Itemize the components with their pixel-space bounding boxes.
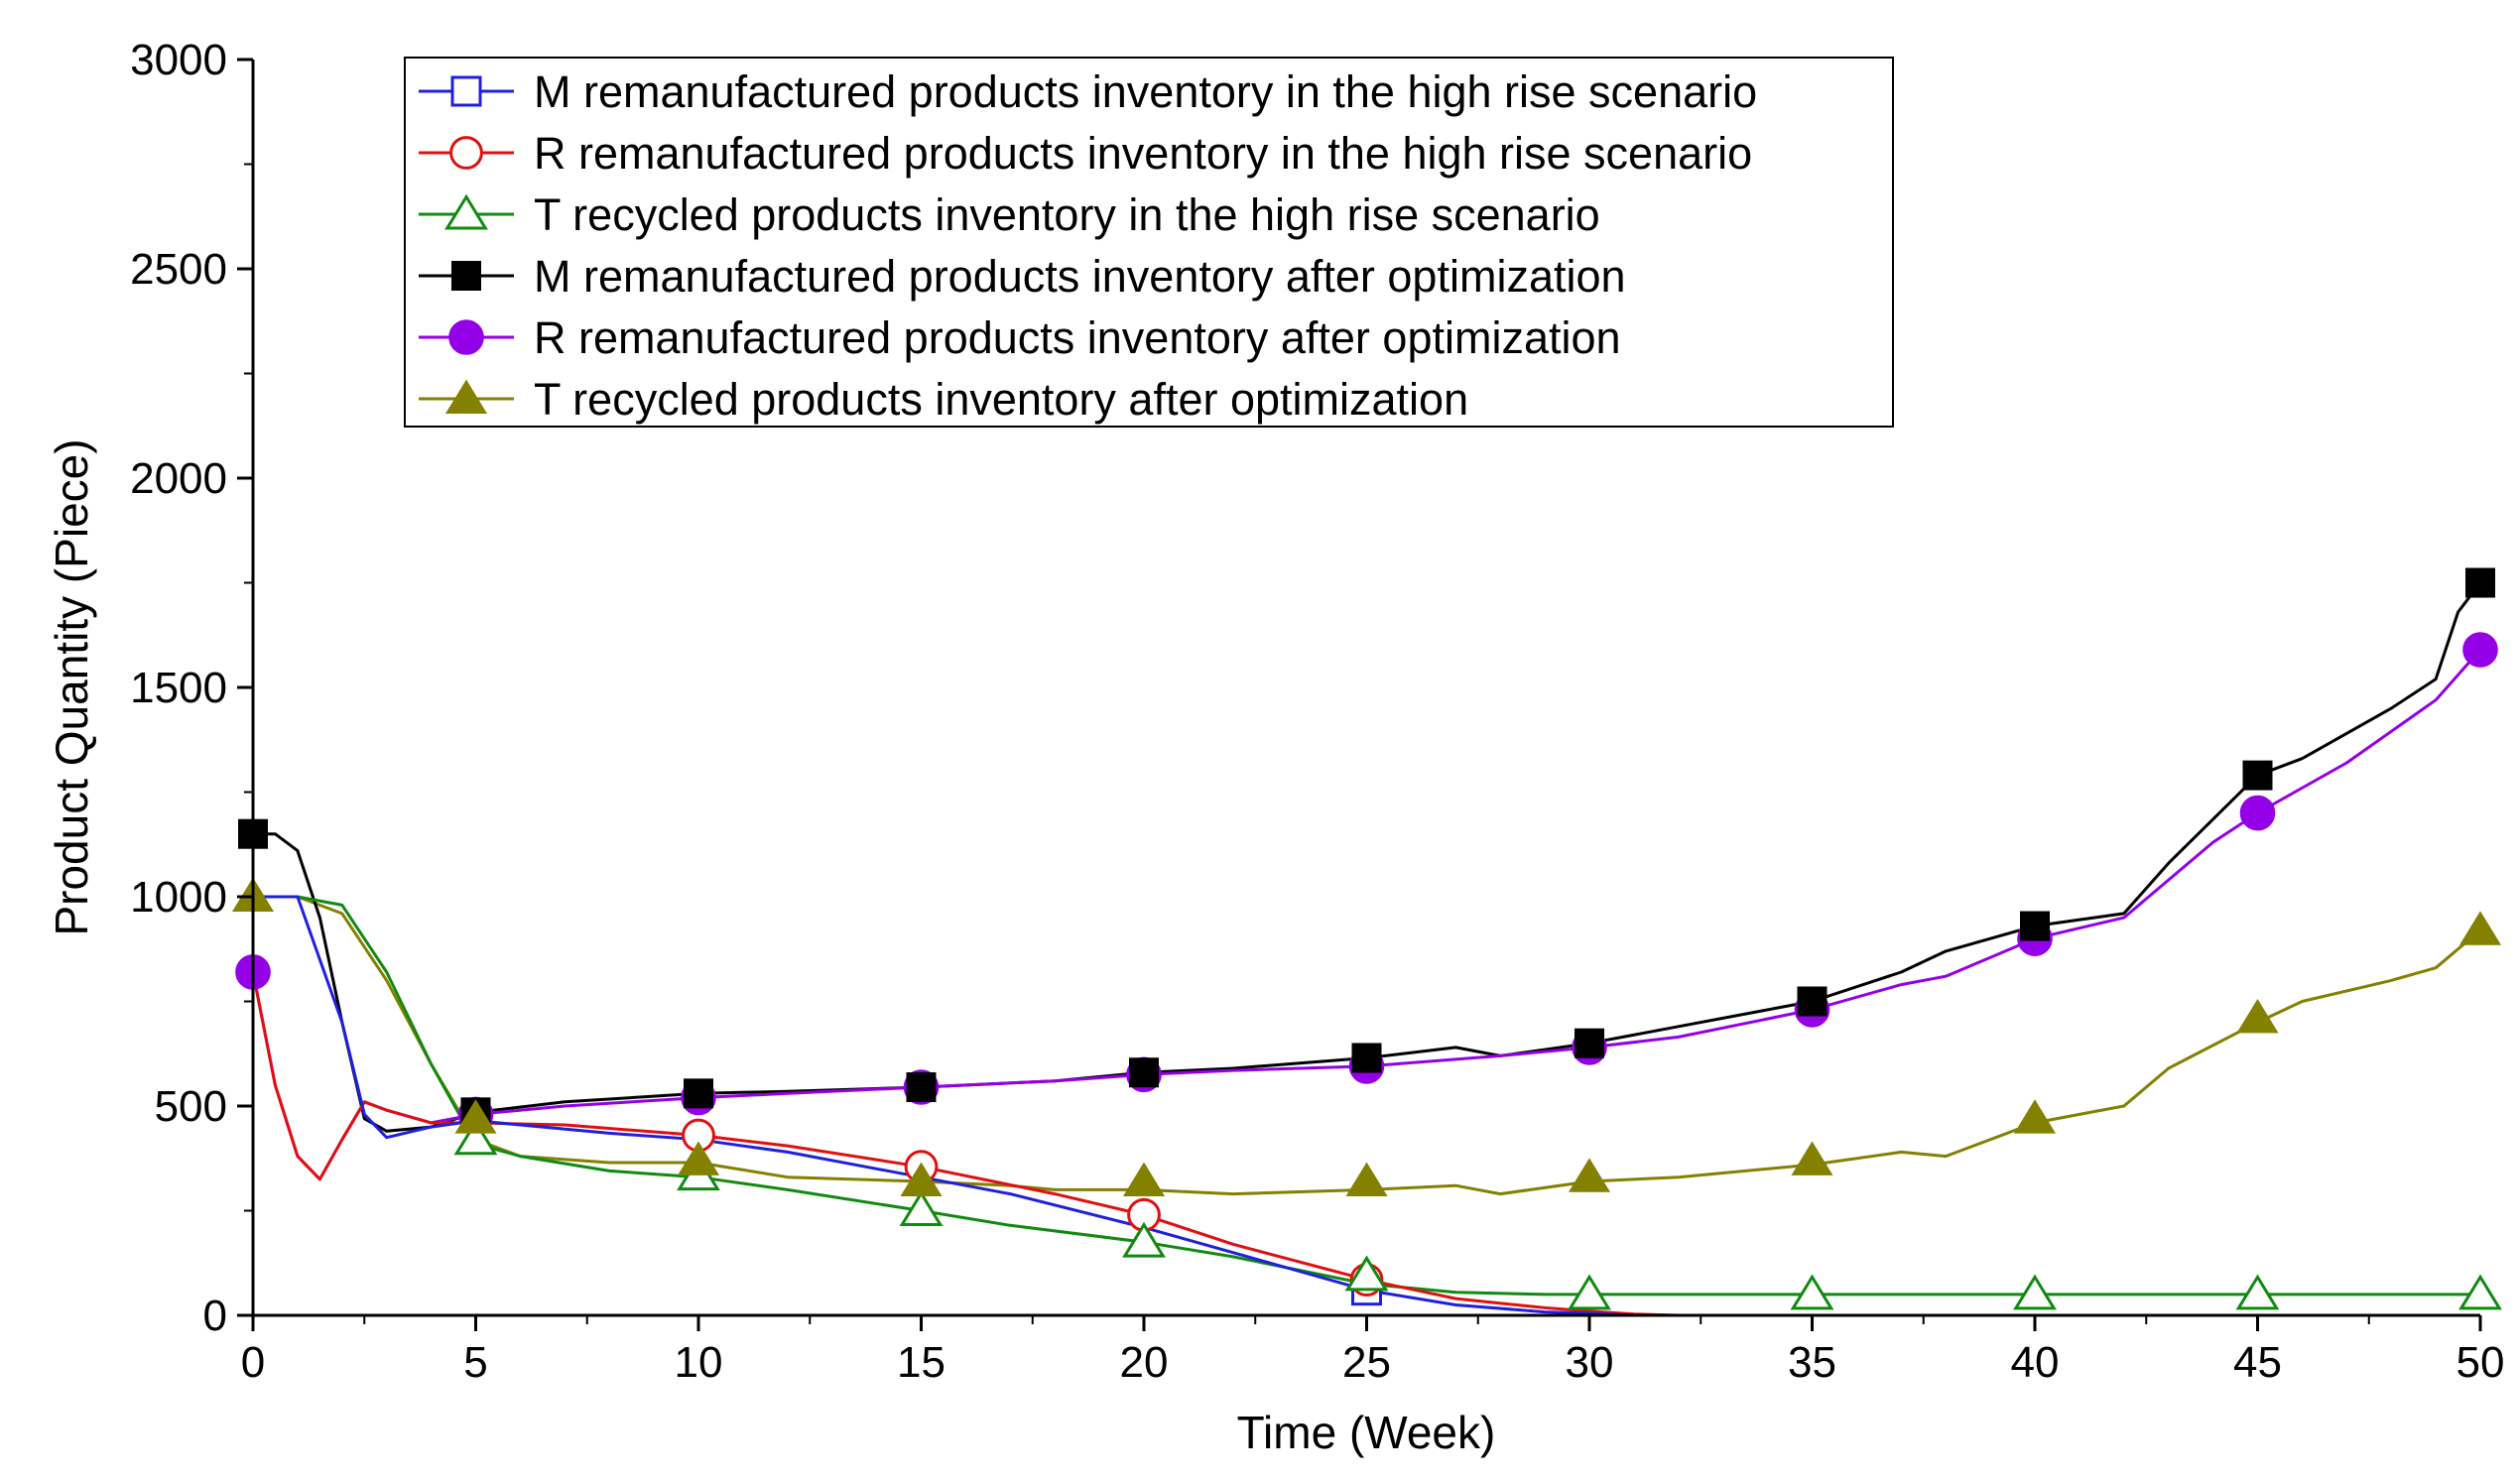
legend: M remanufactured products inventory in t… <box>404 57 1894 428</box>
data-point <box>454 1099 497 1134</box>
legend-swatch-marker <box>451 261 481 291</box>
data-point <box>906 1072 937 1103</box>
data-point <box>1122 1221 1166 1258</box>
data-point <box>900 1162 943 1196</box>
x-tick-label: 15 <box>897 1338 945 1387</box>
data-point <box>2013 1099 2057 1134</box>
legend-swatch-marker <box>450 75 482 107</box>
data-point <box>2013 1274 2057 1310</box>
series-line <box>251 971 1679 1317</box>
data-point <box>2020 911 2050 941</box>
legend-swatch-marker <box>444 193 488 230</box>
y-tick-label: 1000 <box>130 873 227 922</box>
y-tick-label: 1500 <box>130 664 227 712</box>
series-line <box>253 895 2480 1297</box>
data-point <box>899 1190 944 1226</box>
data-point <box>677 1141 720 1175</box>
data-point <box>1345 1162 1388 1196</box>
x-ticks: 0 5 10 15 20 25 30 35 40 45 50 <box>241 1315 2505 1387</box>
x-tick-label: 30 <box>1566 1338 1614 1387</box>
data-point <box>1791 1141 1833 1175</box>
data-point <box>2465 567 2495 598</box>
y-tick-label: 2000 <box>130 454 227 503</box>
legend-label: M remanufactured products inventory afte… <box>534 251 1626 302</box>
y-tick-label: 2500 <box>130 245 227 294</box>
legend-box <box>404 57 1894 428</box>
data-point <box>1790 1274 1834 1310</box>
data-point <box>453 1119 498 1156</box>
data-point <box>1568 1158 1611 1192</box>
legend-label: T recycled products inventory in the hig… <box>534 189 1600 240</box>
y-tick-label: 3000 <box>130 36 227 84</box>
data-point <box>1568 1274 1611 1310</box>
data-point <box>2458 911 2502 945</box>
x-tick-label: 0 <box>241 1338 265 1387</box>
series-line <box>253 895 1634 1317</box>
data-point <box>2242 760 2273 791</box>
x-tick-label: 10 <box>675 1338 723 1387</box>
x-tick-label: 50 <box>2457 1338 2505 1387</box>
data-point <box>1122 1162 1166 1196</box>
x-tick-label: 35 <box>1788 1338 1836 1387</box>
y-tick-label: 500 <box>155 1082 227 1131</box>
data-point <box>2235 1274 2280 1310</box>
data-point <box>1129 1057 1159 1088</box>
data-point <box>2462 632 2498 668</box>
legend-label: R remanufactured products inventory in t… <box>534 128 1752 179</box>
plot-markers <box>231 567 2502 1310</box>
legend-label: M remanufactured products inventory in t… <box>534 66 1757 117</box>
x-tick-label: 45 <box>2233 1338 2282 1387</box>
data-point <box>2458 1274 2502 1310</box>
plot-lines <box>251 581 2482 1317</box>
x-axis-title: Time (Week) <box>1237 1407 1496 1458</box>
legend-label: R remanufactured products inventory afte… <box>534 312 1621 363</box>
y-axis-title: Product Quantity (Piece) <box>46 438 97 935</box>
data-point <box>1344 1255 1389 1292</box>
data-point <box>2236 998 2279 1034</box>
data-point <box>1351 1043 1382 1073</box>
x-tick-label: 5 <box>463 1338 487 1387</box>
data-point <box>1575 1028 1604 1058</box>
y-ticks: 0 500 1000 1500 2000 2500 3000 <box>130 36 253 1340</box>
data-point <box>684 1078 713 1109</box>
legend-swatch-marker <box>444 379 488 414</box>
data-point <box>2239 795 2276 831</box>
legend-swatch-marker <box>448 319 484 355</box>
x-tick-label: 20 <box>1120 1338 1169 1387</box>
x-tick-label: 40 <box>2011 1338 2060 1387</box>
x-tick-label: 25 <box>1342 1338 1391 1387</box>
data-point <box>1797 986 1827 1017</box>
legend-swatch-marker <box>449 136 483 170</box>
legend-label: T recycled products inventory after opti… <box>534 374 1468 425</box>
y-tick-label: 0 <box>203 1292 227 1340</box>
